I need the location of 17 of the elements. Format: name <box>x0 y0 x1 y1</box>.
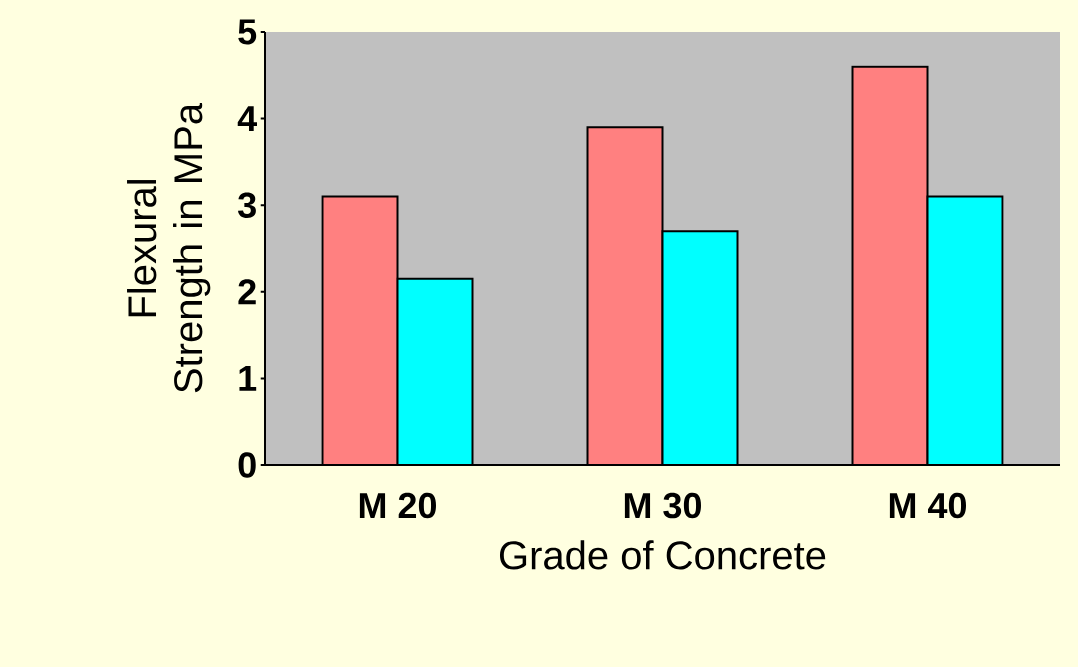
x-axis-title: Grade of Concrete <box>499 540 826 570</box>
y-tick-label: 0 <box>238 452 256 478</box>
bar <box>662 231 738 465</box>
bar <box>926 195 1004 465</box>
x-tick-label: M 30 <box>624 492 701 519</box>
y-tick-label: 5 <box>238 19 257 45</box>
y-tick-label: 1 <box>239 366 257 391</box>
y-axis-title: Flexural Strength in MPa <box>127 102 211 393</box>
y-tick-label: 2 <box>238 279 256 305</box>
bar <box>397 278 473 465</box>
bar <box>587 127 663 465</box>
y-tick-label: 3 <box>238 192 256 218</box>
x-tick-label: M 20 <box>359 492 436 519</box>
y-tick-label: 4 <box>237 106 257 131</box>
bar <box>851 65 929 465</box>
bar <box>322 196 398 465</box>
x-tick-label: M 40 <box>889 492 966 519</box>
